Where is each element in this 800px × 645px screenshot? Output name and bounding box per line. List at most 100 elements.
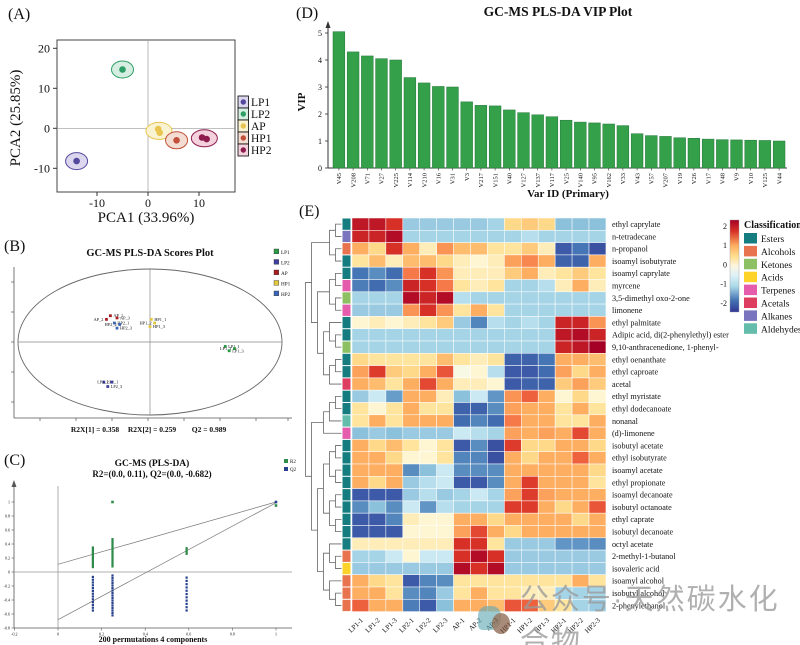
heatmap-cell: [504, 303, 522, 317]
heatmap-cell: [588, 525, 607, 539]
column-label: HP2-1: [549, 616, 568, 635]
heatmap-cell: [419, 266, 437, 280]
heatmap-cell: [537, 537, 556, 551]
score-point-HP1: [148, 325, 152, 329]
bar-category-label: V3: [464, 173, 471, 181]
heatmap-cell: [504, 562, 522, 575]
q2-point: [91, 587, 94, 590]
row-class-chip: [342, 550, 351, 562]
heatmap-cell: [554, 426, 573, 440]
heatmap-cell: [554, 488, 573, 502]
column-label: AP-2: [467, 616, 483, 632]
row-label: 2-phenylethanol: [612, 601, 666, 610]
heatmap-cell: [521, 598, 539, 612]
heatmap-cell: [521, 562, 539, 575]
heatmap-cell: [504, 500, 522, 514]
heatmap-cell: [453, 291, 471, 305]
heatmap-cell: [487, 377, 505, 391]
q2-point: [111, 591, 114, 595]
q2-point: [111, 584, 114, 587]
heatmap-cell: [521, 217, 539, 231]
heatmap-cell: [470, 537, 488, 551]
row-label: nonanal: [612, 417, 639, 426]
r2-point: [185, 552, 188, 555]
y-tick-label: 5: [318, 29, 322, 38]
heatmap-cell: [537, 340, 556, 354]
heatmap-cell: [368, 574, 387, 588]
heatmap-cell: [351, 303, 370, 317]
heatmap-cell: [588, 598, 607, 612]
heatmap-cell: [487, 365, 505, 379]
heatmap-cell: [453, 254, 471, 268]
heatmap-cell: [571, 291, 590, 305]
heatmap-cell: [571, 598, 590, 612]
heatmap-cell: [470, 353, 488, 366]
heatmap-cell: [368, 475, 387, 489]
heatmap-cell: [487, 525, 505, 539]
heatmap-cell: [368, 439, 387, 452]
row-label: acetal: [612, 380, 632, 389]
vip-bar: [701, 138, 715, 169]
heatmap-cell: [504, 549, 522, 563]
dendrogram-branch: [335, 297, 342, 311]
vip-bar: [687, 138, 701, 169]
r2-point: [91, 566, 94, 569]
heatmap-cell: [385, 303, 404, 317]
heatmap-cell: [504, 340, 522, 354]
q2-point: [91, 609, 94, 612]
r2-point: [91, 558, 94, 562]
heatmap-cell: [554, 365, 573, 379]
legend-label-HP1: HP1: [281, 282, 291, 288]
x-tick-label: -0.2: [11, 632, 17, 637]
q2-point: [91, 595, 94, 598]
heatmap-cell: [402, 291, 421, 305]
y-tick-label: -0.2: [4, 584, 10, 589]
heatmap-cell: [487, 266, 505, 280]
heatmap-cell: [504, 402, 522, 416]
heatmap-cell: [588, 426, 607, 440]
score-point-label: AP_2: [94, 317, 104, 322]
y-tick-label: 0.4: [5, 542, 10, 547]
dendrogram-branch: [335, 592, 342, 606]
heatmap-cell: [368, 488, 387, 502]
heatmap-cell: [487, 328, 505, 342]
heatmap-cell: [521, 279, 539, 293]
heatmap-cell: [453, 512, 471, 526]
dendrogram-branch: [323, 331, 330, 376]
dendrogram-branch: [335, 445, 342, 459]
vip-bar: [403, 77, 417, 169]
heatmap-cell: [521, 525, 539, 539]
heatmap-cell: [554, 586, 573, 600]
heatmap-cell: [385, 525, 404, 539]
class-label-Ketones: Ketones: [761, 261, 792, 271]
column-label: HP1-2: [516, 616, 535, 635]
heatmap-cell: [436, 316, 454, 330]
legend-label-HP2: HP2: [251, 145, 272, 157]
heatmap-cell: [487, 242, 505, 256]
vip-bar: [346, 51, 360, 169]
heatmap-cell: [419, 303, 437, 317]
r2-point: [111, 539, 114, 543]
heatmap-cell: [351, 512, 370, 526]
row-label: n-propanol: [612, 245, 649, 254]
heatmap-cell: [588, 377, 607, 391]
heatmap-cell: [402, 365, 421, 379]
heatmap-cell: [571, 500, 590, 514]
legend-label-R2: R2: [290, 460, 296, 465]
heatmap-cell: [554, 340, 573, 354]
heatmap-cell: [571, 463, 590, 477]
heatmap-cell: [588, 353, 607, 366]
q2-point: [185, 596, 188, 599]
heatmap-cell: [554, 562, 573, 575]
heatmap-cell: [537, 266, 556, 280]
heatmap-cell: [385, 463, 404, 477]
heatmap-cell: [588, 475, 607, 489]
score-point-label: HP1_1: [154, 317, 166, 322]
heatmap-cell: [487, 217, 505, 231]
row-label: ethyl myristate: [612, 392, 661, 401]
vip-bar: [659, 136, 672, 169]
dendrogram-branch: [335, 395, 342, 410]
heatmap-cell: [588, 266, 607, 280]
heatmap-cell: [385, 549, 404, 563]
